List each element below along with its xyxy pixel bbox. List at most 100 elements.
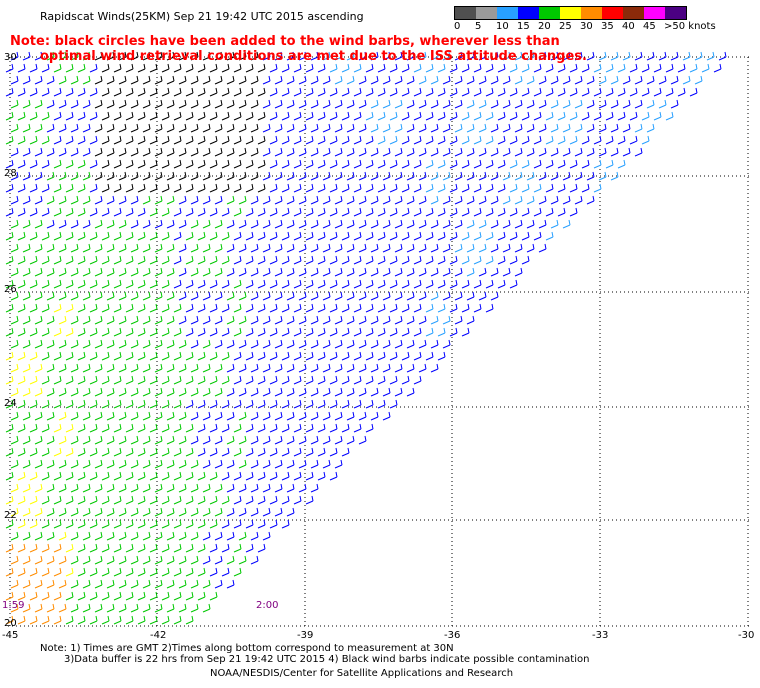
wind-barb — [173, 207, 182, 217]
wind-barb — [329, 303, 338, 313]
wind-barb — [17, 327, 26, 337]
wind-barb — [58, 483, 67, 493]
wind-barb — [106, 363, 115, 373]
wind-barb — [154, 51, 163, 61]
wind-barb — [77, 615, 86, 625]
wind-barb — [70, 243, 79, 253]
wind-barb — [442, 171, 451, 181]
wind-barb — [113, 567, 122, 577]
wind-barb — [514, 123, 523, 133]
wind-barb — [394, 171, 403, 181]
wind-barb — [593, 111, 602, 121]
wind-barb — [245, 111, 254, 121]
wind-barb — [46, 123, 55, 133]
wind-barb — [274, 363, 283, 373]
wind-barb — [562, 147, 571, 157]
wind-barb — [269, 327, 278, 337]
wind-barb — [449, 87, 458, 97]
scale-swatch — [602, 7, 623, 19]
wind-barb — [473, 87, 482, 97]
wind-barb — [65, 351, 74, 361]
wind-barb — [610, 123, 619, 133]
wind-barb — [226, 531, 235, 541]
wind-barb — [497, 183, 506, 193]
wind-barb — [209, 135, 218, 145]
wind-barb — [329, 87, 338, 97]
wind-barb — [257, 111, 266, 121]
wind-barb — [94, 483, 103, 493]
wind-barb — [101, 519, 110, 529]
wind-barb — [274, 75, 283, 85]
wind-barb — [262, 195, 271, 205]
time-marker-middle: 2:00 — [256, 600, 279, 611]
wind-barb — [466, 51, 475, 61]
wind-barb — [118, 363, 127, 373]
wind-barb — [65, 111, 74, 121]
wind-barb — [502, 123, 511, 133]
wind-barb — [545, 207, 554, 217]
wind-barb — [389, 231, 398, 241]
wind-barb — [197, 423, 206, 433]
wind-barb — [5, 351, 14, 361]
wind-barb — [29, 423, 38, 433]
wind-barb — [22, 219, 31, 229]
wind-barb — [425, 303, 434, 313]
wind-barb — [5, 231, 14, 241]
wind-barb — [34, 555, 43, 565]
wind-barb — [197, 543, 206, 553]
wind-barb — [418, 123, 427, 133]
wind-barb — [310, 267, 319, 277]
wind-barb — [442, 51, 451, 61]
wind-barb — [257, 183, 266, 193]
wind-barb — [77, 591, 86, 601]
wind-barb — [257, 231, 266, 241]
wind-barb — [545, 183, 554, 193]
wind-barb — [178, 99, 187, 109]
scale-swatch — [644, 7, 665, 19]
wind-barb — [293, 351, 302, 361]
wind-barb — [310, 171, 319, 181]
wind-barb — [226, 195, 235, 205]
wind-barb — [10, 291, 19, 301]
wind-barb — [329, 351, 338, 361]
wind-barb — [502, 51, 511, 61]
wind-barb — [281, 279, 290, 289]
wind-barb — [490, 243, 499, 253]
wind-barb — [418, 243, 427, 253]
wind-barb — [53, 591, 62, 601]
wind-barb — [65, 87, 74, 97]
wind-barb — [149, 63, 158, 73]
wind-barb — [250, 243, 259, 253]
wind-barb — [142, 339, 151, 349]
wind-barb — [190, 507, 199, 517]
wind-barb — [406, 387, 415, 397]
wind-barb — [29, 399, 38, 409]
wind-barb — [281, 327, 290, 337]
wind-barb — [358, 435, 367, 445]
wind-barb — [173, 63, 182, 73]
wind-barb — [77, 351, 86, 361]
wind-barb — [574, 75, 583, 85]
wind-barb — [137, 399, 146, 409]
wind-barb — [598, 123, 607, 133]
footer-note-2: 3)Data buffer is 22 hrs from Sep 21 19:4… — [64, 654, 590, 665]
wind-barb — [185, 279, 194, 289]
wind-barb — [197, 519, 206, 529]
wind-barb — [173, 615, 182, 625]
wind-barb — [286, 435, 295, 445]
wind-barb — [401, 303, 410, 313]
wind-barb — [41, 63, 50, 73]
wind-barb — [17, 231, 26, 241]
wind-barb — [269, 183, 278, 193]
wind-barb — [293, 87, 302, 97]
wind-barb — [413, 159, 422, 169]
wind-barb — [286, 387, 295, 397]
wind-barb — [305, 423, 314, 433]
wind-barb — [461, 183, 470, 193]
wind-barb — [101, 615, 110, 625]
wind-barb — [137, 615, 146, 625]
wind-barb — [226, 291, 235, 301]
wind-barb — [46, 339, 55, 349]
wind-barb — [250, 195, 259, 205]
wind-barb — [58, 75, 67, 85]
